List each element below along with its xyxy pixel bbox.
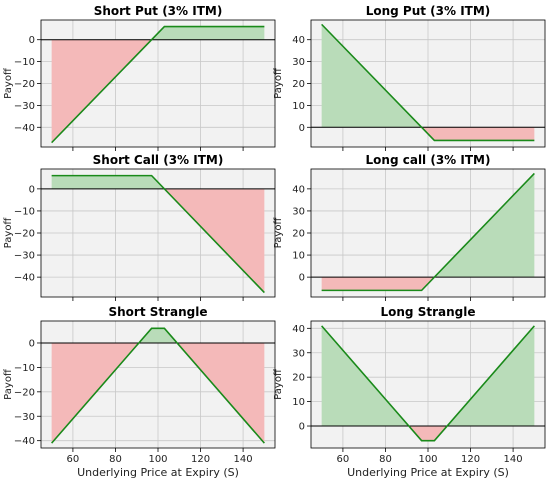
y-tick-label: 0 bbox=[299, 273, 305, 284]
y-tick-label: 10 bbox=[292, 101, 305, 112]
payoff-line bbox=[321, 172, 535, 292]
y-tick-label: 0 bbox=[29, 35, 35, 46]
x-tick-label: 80 bbox=[109, 454, 122, 465]
chart-panel-4: 0 10 20 30 40 Long call (3% ITM) Payoff bbox=[273, 153, 546, 301]
chart-title: Long Put (3% ITM) bbox=[366, 4, 491, 18]
y-tick-label: 0 bbox=[29, 184, 35, 195]
x-tick-label: 120 bbox=[191, 454, 210, 465]
y-axis-label: Payoff bbox=[3, 67, 14, 99]
y-tick-label: 30 bbox=[292, 206, 305, 217]
y-tick-label: −20 bbox=[14, 79, 35, 90]
x-tick-label: 60 bbox=[67, 454, 80, 465]
chart-panel-3: 0 −10 −20 −30 −40 Short Call (3% ITM) Payoff bbox=[3, 153, 276, 301]
y-tick-label: 40 bbox=[292, 184, 305, 195]
x-tick-label: 100 bbox=[418, 454, 437, 465]
chart-panel-1: 0 −10 −20 −30 −40 Short Put (3% ITM) Payoff bbox=[3, 4, 276, 151]
y-tick-label: −10 bbox=[14, 206, 35, 217]
x-axis-label: Underlying Price at Expiry (S) bbox=[77, 466, 239, 478]
x-tick-label: 140 bbox=[234, 454, 253, 465]
y-tick-label: 10 bbox=[292, 397, 305, 408]
loss-area bbox=[51, 39, 152, 143]
x-tick-label: 100 bbox=[148, 454, 167, 465]
y-tick-label: −30 bbox=[14, 412, 35, 423]
y-tick-label: −30 bbox=[14, 251, 35, 262]
y-tick-label: 20 bbox=[292, 229, 305, 240]
chart-title: Short Strangle bbox=[108, 305, 207, 319]
chart-title: Short Put (3% ITM) bbox=[94, 4, 223, 18]
y-tick-label: 30 bbox=[292, 348, 305, 359]
y-tick-label: −10 bbox=[14, 57, 35, 68]
payoff-line bbox=[321, 23, 535, 142]
y-tick-label: −40 bbox=[14, 123, 35, 134]
y-tick-label: 0 bbox=[299, 422, 305, 433]
x-tick-label: 120 bbox=[461, 454, 480, 465]
profit-area bbox=[51, 175, 165, 189]
x-tick-label: 80 bbox=[379, 454, 392, 465]
payoff-line bbox=[321, 325, 535, 442]
y-tick-label: 10 bbox=[292, 251, 305, 262]
y-tick-label: −30 bbox=[14, 101, 35, 112]
y-tick-label: 30 bbox=[292, 57, 305, 68]
chart-panel-6: 60 80 100 120 140 0 10 20 30 40 Long Strangle Payof… bbox=[273, 305, 546, 478]
y-axis-label: Payoff bbox=[3, 368, 14, 400]
loss-area bbox=[408, 426, 448, 441]
y-axis-label: Payoff bbox=[273, 368, 284, 400]
y-tick-label: −20 bbox=[14, 387, 35, 398]
y-axis-label: Payoff bbox=[273, 217, 284, 249]
y-axis-label: Payoff bbox=[273, 67, 284, 99]
y-tick-label: 0 bbox=[29, 338, 35, 349]
x-axis-label: Underlying Price at Expiry (S) bbox=[347, 466, 509, 478]
chart-title: Long call (3% ITM) bbox=[366, 153, 491, 167]
payoff-line bbox=[51, 174, 265, 294]
chart-title: Long Strangle bbox=[381, 305, 476, 319]
y-tick-label: 40 bbox=[292, 324, 305, 335]
profit-area bbox=[151, 26, 265, 40]
y-axis-label: Payoff bbox=[3, 217, 14, 249]
y-tick-label: −40 bbox=[14, 436, 35, 447]
loss-area bbox=[321, 277, 435, 291]
chart-title: Short Call (3% ITM) bbox=[93, 153, 224, 167]
chart-panel-5: 60 80 100 120 140 0 −10 −20 −30 −40 Short Strangle… bbox=[3, 305, 276, 478]
y-tick-label: 20 bbox=[292, 373, 305, 384]
y-tick-label: −10 bbox=[14, 363, 35, 374]
y-tick-label: 40 bbox=[292, 35, 305, 46]
y-tick-label: −20 bbox=[14, 229, 35, 240]
y-tick-label: 0 bbox=[299, 123, 305, 134]
chart-panel-2: 0 10 20 30 40 Long Put (3% ITM) Payoff bbox=[273, 4, 546, 151]
y-tick-label: 20 bbox=[292, 79, 305, 90]
payoff-line bbox=[51, 327, 265, 444]
y-tick-label: −40 bbox=[14, 273, 35, 284]
x-tick-label: 140 bbox=[504, 454, 523, 465]
x-tick-label: 60 bbox=[337, 454, 350, 465]
payoff-line bbox=[51, 25, 265, 144]
loss-area bbox=[421, 127, 535, 141]
